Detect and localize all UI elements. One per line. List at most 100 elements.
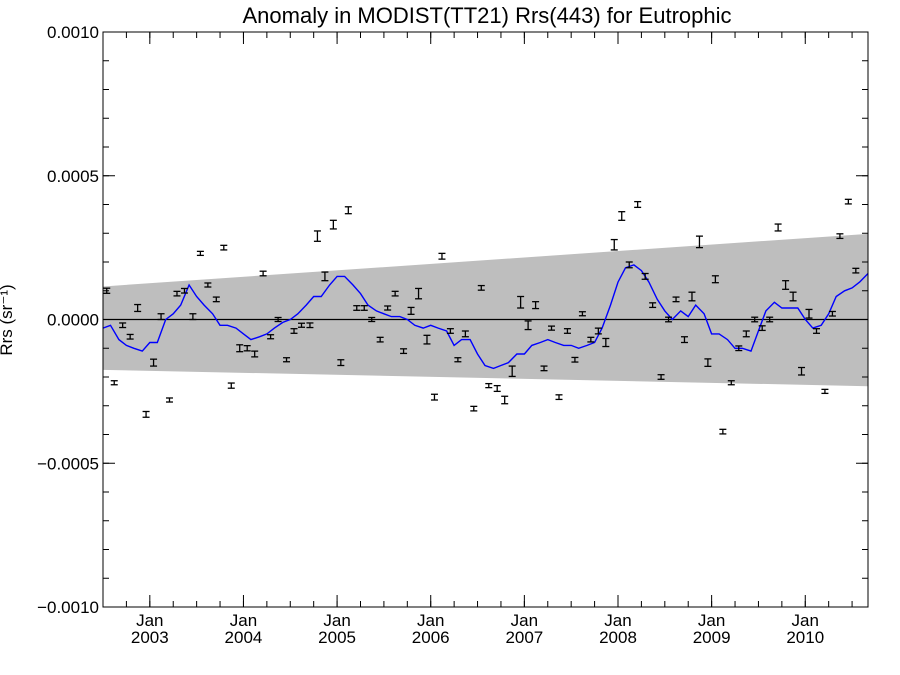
x-tick-month: Jan (604, 611, 631, 630)
errorbar-point (625, 261, 633, 269)
x-tick-month: Jan (698, 611, 725, 630)
errorbar-point (391, 290, 399, 297)
errorbar-point (119, 322, 127, 329)
errorbar-point (540, 365, 548, 372)
errorbar-point (821, 388, 829, 395)
errorbar-point (578, 311, 586, 317)
errorbar-point (344, 206, 352, 215)
errorbar-point (665, 316, 673, 323)
errorbar-point (368, 316, 376, 323)
errorbar-point (477, 284, 485, 291)
errorbar-point (751, 316, 759, 323)
errorbar-point (220, 244, 228, 251)
x-tick-year: 2003 (131, 628, 169, 647)
errorbar-point (461, 330, 469, 338)
errorbar-point (274, 316, 282, 323)
errorbar-point (400, 348, 408, 355)
errorbar-point (641, 272, 649, 280)
x-tick-year: 2004 (225, 628, 263, 647)
errorbar-point (766, 316, 774, 323)
x-tick-year: 2010 (786, 628, 824, 647)
errorbar-point (852, 267, 860, 274)
x-tick-year: 2006 (412, 628, 450, 647)
y-tick-label: 0.0005 (47, 167, 99, 186)
errorbar-point (353, 305, 361, 311)
errorbar-point (423, 334, 431, 345)
errorbar-point (126, 333, 134, 340)
errorbar-point (283, 357, 291, 363)
errorbar-point (360, 305, 368, 311)
errorbar-point (306, 322, 314, 329)
errorbar-point (704, 358, 712, 368)
errorbar-point (142, 410, 150, 418)
errorbar-point (532, 301, 540, 310)
errorbar-point (680, 336, 688, 344)
errorbar-point (376, 336, 384, 343)
errorbar-point (470, 405, 478, 412)
errorbar-point (672, 296, 680, 303)
errorbar-point (828, 310, 836, 317)
x-tick-month: Jan (230, 611, 257, 630)
errorbar-point (634, 200, 642, 209)
errorbar-point (180, 287, 188, 294)
errorbar-point (735, 345, 743, 352)
errorbar-point (836, 233, 844, 240)
errorbar-point (813, 328, 821, 334)
x-tick-month: Jan (417, 611, 444, 630)
errorbar-point (243, 345, 251, 352)
errorbar-point (618, 211, 626, 221)
errorbar-point (290, 328, 298, 334)
errorbar-point (789, 291, 797, 302)
errorbar-point (251, 350, 259, 358)
errorbar-point (602, 337, 610, 348)
errorbar-point (134, 303, 142, 313)
errorbar-point (329, 219, 337, 230)
errorbar-point (719, 428, 727, 435)
y-tick-label: −0.0010 (37, 598, 99, 617)
errorbar-point (259, 270, 267, 277)
errorbar-point (212, 296, 220, 303)
errorbar-point (555, 394, 563, 401)
errorbar-point (501, 395, 509, 405)
errorbar-point (298, 322, 306, 328)
chart-title: Anomaly in MODIST(TT21) Rrs(443) for Eut… (242, 3, 731, 28)
errorbar-point (407, 306, 415, 315)
errorbar-point (563, 328, 571, 334)
errorbar-point (110, 380, 118, 386)
errorbar-point (384, 305, 392, 311)
x-tick-month: Jan (792, 611, 819, 630)
x-tick-month: Jan (323, 611, 350, 630)
errorbar-point (774, 223, 782, 232)
errorbar-point (173, 290, 181, 297)
x-tick-year: 2008 (599, 628, 637, 647)
errorbar-point (594, 327, 602, 335)
errorbar-point (415, 287, 423, 300)
errorbar-point (150, 358, 158, 367)
errorbar-point (236, 344, 244, 353)
errorbar-point (844, 198, 852, 205)
errorbar-point (493, 384, 501, 393)
x-axis: Jan2003Jan2004Jan2005Jan2006Jan2007Jan20… (102, 32, 853, 647)
errorbar-point (204, 282, 212, 288)
errorbar-point (454, 357, 462, 363)
errorbar-point (446, 328, 454, 334)
errorbar-point (571, 356, 579, 363)
errorbar-point (165, 397, 173, 403)
errorbar-point (610, 238, 618, 251)
errorbar-point (782, 280, 790, 290)
confidence-band (103, 233, 868, 387)
errorbar-point (688, 291, 696, 302)
errorbar-point (321, 271, 329, 282)
x-tick-month: Jan (136, 611, 163, 630)
errorbar-point (695, 235, 703, 249)
confidence-band-layer (103, 233, 868, 387)
y-tick-label: −0.0005 (37, 454, 99, 473)
errorbar-point (657, 374, 665, 380)
errorbar-point (227, 382, 235, 389)
smoothed-line-layer (103, 264, 868, 370)
errorbar-point (313, 230, 321, 242)
y-axis: 0.0010 0.0005 0.0000 −0.0005 −0.0010 (37, 23, 868, 617)
x-tick-year: 2005 (318, 628, 356, 647)
y-tick-label: 0.0000 (47, 311, 99, 330)
